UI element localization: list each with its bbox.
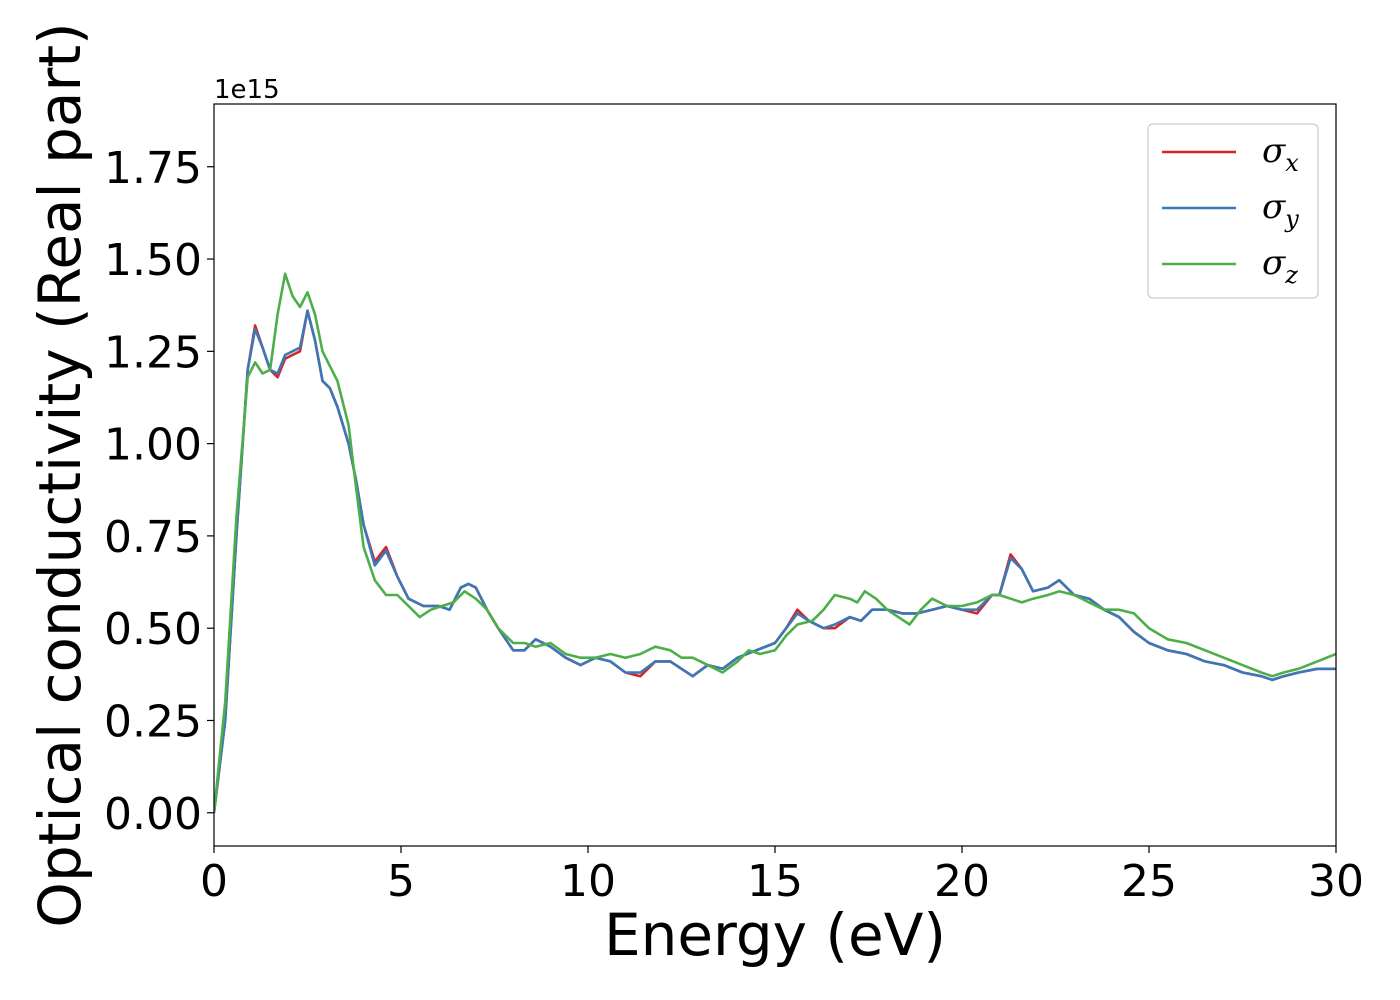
x-tick-label: 15	[747, 856, 803, 907]
x-tick-label: 25	[1121, 856, 1177, 907]
x-axis: 0 5 10 15 20 25 30	[200, 846, 1364, 907]
legend-label-x: σx	[1262, 131, 1299, 177]
x-tick-label: 20	[934, 856, 990, 907]
legend-label-y: σy	[1262, 187, 1299, 233]
x-tick-label: 30	[1308, 856, 1364, 907]
y-axis: 0.00 0.25 0.50 0.75 1.00 1.25 1.50 1.75	[104, 143, 214, 840]
y-tick-label: 1.00	[104, 420, 202, 471]
y-tick-label: 0.50	[104, 604, 202, 655]
x-tick-label: 0	[200, 856, 228, 907]
series-line-y	[214, 309, 1336, 813]
plot-area	[214, 272, 1336, 813]
y-tick-label: 0.00	[104, 789, 202, 840]
x-tick-label: 10	[560, 856, 616, 907]
y-offset-label: 1e15	[214, 75, 280, 105]
legend-box	[1147, 123, 1319, 299]
x-tick-label: 5	[387, 856, 415, 907]
y-tick-label: 1.75	[104, 143, 202, 194]
y-tick-label: 1.25	[104, 327, 202, 378]
y-axis-title: Optical conductivity (Real part)	[26, 22, 94, 927]
legend-label-z: σz	[1262, 243, 1298, 289]
x-axis-title: Energy (eV)	[604, 901, 946, 969]
series-line-z	[214, 272, 1336, 813]
legend: σx σy σz	[1147, 123, 1319, 299]
y-tick-label: 0.75	[104, 512, 202, 563]
y-tick-label: 1.50	[104, 235, 202, 286]
y-tick-label: 0.25	[104, 696, 202, 747]
